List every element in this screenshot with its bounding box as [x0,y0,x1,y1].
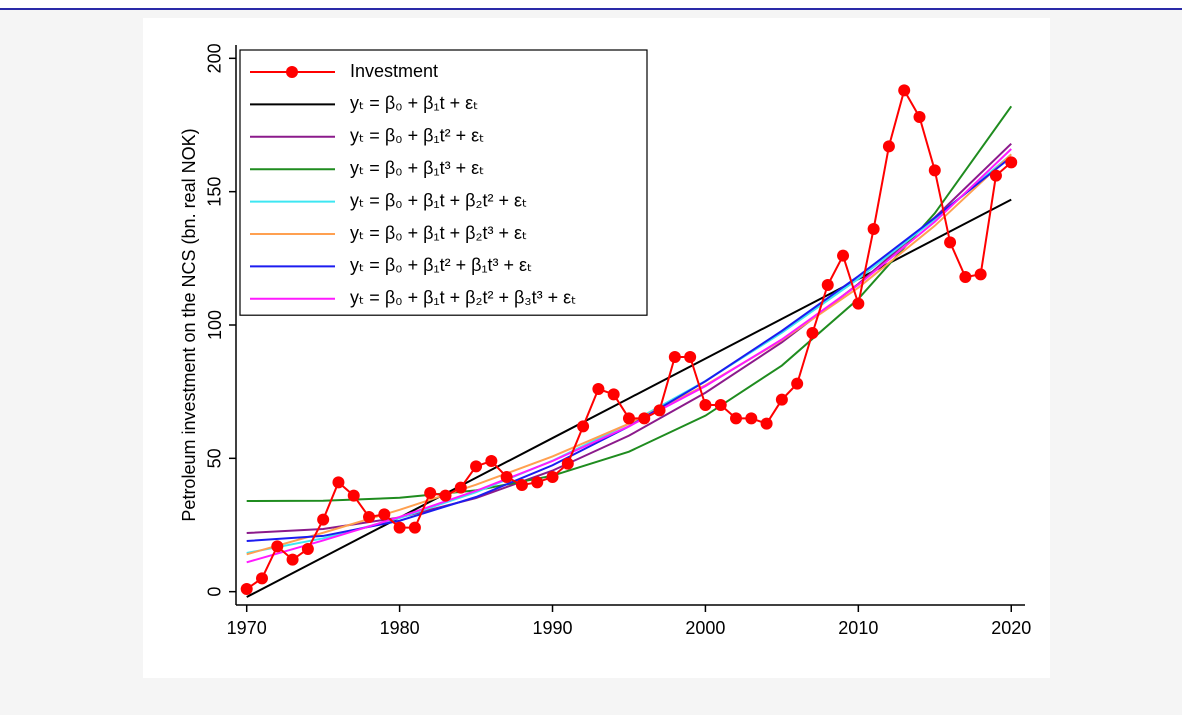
data-point [638,412,651,425]
legend-label: yₜ = β₀ + β₁t + εₜ [350,93,478,113]
data-point [363,511,376,523]
data-point [470,460,483,473]
legend-label: yₜ = β₀ + β₁t² + β₁t³ + εₜ [350,255,532,275]
data-point [561,457,574,470]
x-tick-label: 1980 [380,618,420,638]
legend-label: yₜ = β₀ + β₁t² + εₜ [350,126,484,146]
data-point [775,393,788,406]
data-point [668,351,681,363]
data-point [684,351,697,363]
y-tick-label: 150 [205,177,225,207]
data-point [959,271,972,283]
data-point [867,223,880,235]
x-tick-label: 1990 [532,618,572,638]
data-point [592,383,605,395]
y-tick-label: 100 [205,310,225,340]
data-point [347,489,360,502]
data-point [317,513,330,526]
legend-box [239,49,648,316]
data-point [485,455,498,467]
legend-label: Investment [350,61,438,81]
top-rule [0,8,1182,10]
data-point [806,327,819,339]
data-point [378,508,391,521]
data-point [500,471,513,483]
data-point [577,420,590,433]
legend-label: yₜ = β₀ + β₁t + β₂t² + εₜ [350,190,527,210]
data-point [913,111,926,123]
series-line [246,142,1012,534]
data-point [852,297,865,310]
data-point [944,236,957,249]
data-point [745,412,758,425]
data-point [393,521,406,534]
legend-label: yₜ = β₀ + β₁t + β₂t² + β₃t³ + εₜ [350,288,576,308]
data-point [760,417,773,430]
data-point [607,388,620,401]
data-point [301,543,314,555]
x-tick-label: 1970 [227,618,267,638]
series-line [246,105,1013,502]
legend: Investment yₜ = β₀ + β₁t + εₜ yₜ = β₀ + β₁… [239,49,648,316]
y-tick-label: 0 [205,587,225,597]
data-point [821,279,834,291]
data-point [622,412,635,425]
data-point [454,481,467,494]
data-point [531,476,544,489]
data-point [286,553,299,566]
data-point [653,404,666,417]
data-point [714,399,727,411]
x-tick-label: 2010 [838,618,878,638]
data-point [515,479,528,491]
data-point [989,169,1002,182]
legend-label: yₜ = β₀ + β₁t + β₂t³ + εₜ [350,223,527,243]
data-point [332,476,345,489]
chart: Petroleum investment on the NCS (bn. rea… [179,43,1032,637]
y-tick-label: 50 [205,448,225,468]
series-line [246,148,1012,564]
data-point [898,84,911,97]
data-point [699,399,712,411]
data-point [882,140,895,153]
data-point [1005,156,1018,169]
data-point [408,521,421,534]
x-tick-label: 2000 [685,618,725,638]
data-point [546,471,559,483]
legend-label: yₜ = β₀ + β₁t³ + εₜ [350,158,484,178]
data-point [974,268,987,281]
x-tick-label: 2020 [991,618,1031,638]
data-point [791,377,804,390]
data-point [730,412,743,425]
data-point [439,489,452,502]
y-tick-label: 200 [205,43,225,73]
data-point [240,583,253,595]
data-point [424,487,437,499]
data-point [271,540,284,553]
data-point [928,164,941,177]
data-point [255,572,268,585]
legend-marker [286,66,298,78]
data-point [837,249,850,262]
y-axis-label: Petroleum investment on the NCS (bn. rea… [179,128,199,521]
